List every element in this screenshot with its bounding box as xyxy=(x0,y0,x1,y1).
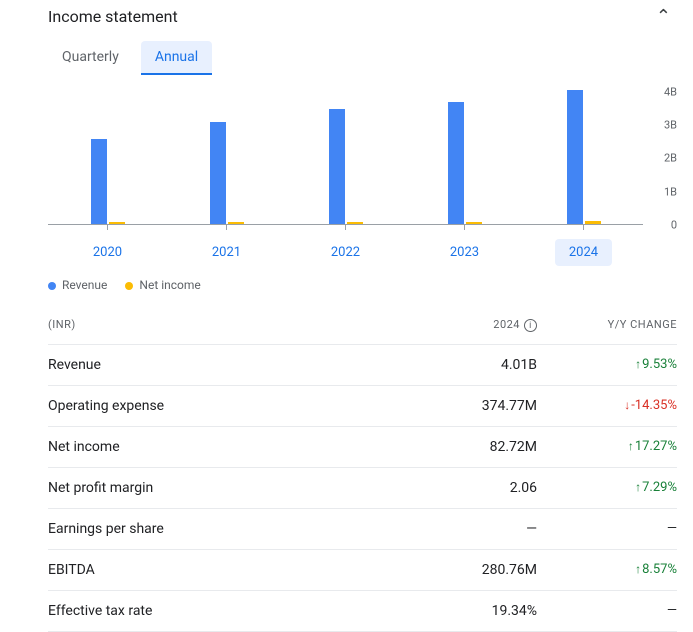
info-icon[interactable]: i xyxy=(524,319,537,332)
arrow-up-icon: ↑ xyxy=(635,562,641,576)
col-change: Y/Y CHANGE xyxy=(537,318,677,331)
x-tick xyxy=(107,224,108,230)
x-label-2023[interactable]: 2023 xyxy=(436,239,493,266)
x-label-2024[interactable]: 2024 xyxy=(555,239,612,266)
period-tabs: Quarterly Annual xyxy=(48,41,677,75)
bar-group[interactable] xyxy=(445,102,485,224)
legend-item-revenue: Revenue xyxy=(48,278,107,292)
x-tick xyxy=(345,224,346,230)
x-tick xyxy=(583,224,584,230)
metric-label: Operating expense xyxy=(48,398,397,414)
x-label-2022[interactable]: 2022 xyxy=(317,239,374,266)
metric-label: Net income xyxy=(48,439,397,455)
metric-label: EBITDA xyxy=(48,562,397,578)
table-row: EBITDA280.76M↑8.57% xyxy=(48,550,677,591)
bar-chart: 01B2B3B4B xyxy=(48,85,677,225)
table-header: (INR) 2024 i Y/Y CHANGE xyxy=(48,306,677,345)
y-tick-label: 2B xyxy=(658,152,677,165)
metric-value: 4.01B xyxy=(397,357,537,373)
y-tick-label: 3B xyxy=(658,119,677,132)
bar-revenue xyxy=(448,102,464,224)
metric-value: 2.06 xyxy=(397,480,537,496)
bar-revenue xyxy=(91,139,107,224)
metric-change: ↑8.57% xyxy=(537,562,677,577)
x-tick xyxy=(226,224,227,230)
table-row: Operating expense374.77M↓-14.35% xyxy=(48,386,677,427)
bar-group[interactable] xyxy=(88,139,128,224)
chart-x-ticks xyxy=(48,224,643,230)
tab-annual[interactable]: Annual xyxy=(141,41,212,75)
arrow-up-icon: ↑ xyxy=(635,357,641,371)
x-tick xyxy=(464,224,465,230)
bar-group[interactable] xyxy=(326,109,366,224)
metric-label: Effective tax rate xyxy=(48,603,397,619)
legend-label-revenue: Revenue xyxy=(62,278,107,292)
income-statement-panel: Income statement ⌃ Quarterly Annual 0 1B 2… xyxy=(0,0,693,632)
collapse-icon[interactable]: ⌃ xyxy=(656,6,677,27)
chart-bars xyxy=(48,85,643,224)
metric-change: — xyxy=(537,603,677,618)
net-income-swatch-icon xyxy=(125,282,133,290)
table-row: Earnings per share—— xyxy=(48,509,677,550)
bar-revenue xyxy=(210,122,226,224)
metric-change: ↑17.27% xyxy=(537,439,677,454)
chart-y-axis: 01B2B3B4B xyxy=(643,85,677,225)
metric-change: ↑9.53% xyxy=(537,357,677,372)
legend-item-net-income: Net income xyxy=(125,278,200,292)
legend-label-net-income: Net income xyxy=(139,278,200,292)
metric-change: ↓-14.35% xyxy=(537,398,677,413)
col-year-label: 2024 xyxy=(493,318,520,331)
col-year: 2024 i xyxy=(397,318,537,332)
chart-plot-area xyxy=(48,85,643,225)
col-currency: (INR) xyxy=(48,318,397,331)
chart-x-labels: 2020 2021 2022 2023 2024 xyxy=(48,239,677,266)
metric-value: 82.72M xyxy=(397,439,537,455)
metric-change: — xyxy=(537,521,677,536)
bar-revenue xyxy=(567,90,583,224)
metric-label: Revenue xyxy=(48,357,397,373)
metric-value: 19.34% xyxy=(397,603,537,619)
bar-group[interactable] xyxy=(564,90,604,224)
panel-title: Income statement xyxy=(48,7,178,26)
metric-value: 280.76M xyxy=(397,562,537,578)
financials-table: (INR) 2024 i Y/Y CHANGE Revenue4.01B↑9.53… xyxy=(48,306,677,632)
table-row: Revenue4.01B↑9.53% xyxy=(48,345,677,386)
metric-change: ↑7.29% xyxy=(537,480,677,495)
panel-header: Income statement ⌃ xyxy=(48,0,677,37)
y-tick-label: 4B xyxy=(658,85,677,98)
arrow-up-icon: ↑ xyxy=(635,480,641,494)
chart-legend: Revenue Net income xyxy=(48,278,677,292)
x-label-2020[interactable]: 2020 xyxy=(79,239,136,266)
metric-value: 374.77M xyxy=(397,398,537,414)
table-row: Net income82.72M↑17.27% xyxy=(48,427,677,468)
tab-quarterly[interactable]: Quarterly xyxy=(48,41,133,75)
y-tick-label: 0 xyxy=(665,219,677,232)
table-row: Effective tax rate19.34%— xyxy=(48,591,677,632)
arrow-down-icon: ↓ xyxy=(624,398,630,412)
x-label-2021[interactable]: 2021 xyxy=(198,239,255,266)
arrow-up-icon: ↑ xyxy=(628,439,634,453)
table-row: Net profit margin2.06↑7.29% xyxy=(48,468,677,509)
bar-revenue xyxy=(329,109,345,224)
table-body: Revenue4.01B↑9.53%Operating expense374.7… xyxy=(48,345,677,632)
metric-label: Earnings per share xyxy=(48,521,397,537)
metric-label: Net profit margin xyxy=(48,480,397,496)
y-tick-label: 1B xyxy=(658,185,677,198)
metric-value: — xyxy=(397,521,537,537)
bar-group[interactable] xyxy=(207,122,247,224)
revenue-swatch-icon xyxy=(48,282,56,290)
